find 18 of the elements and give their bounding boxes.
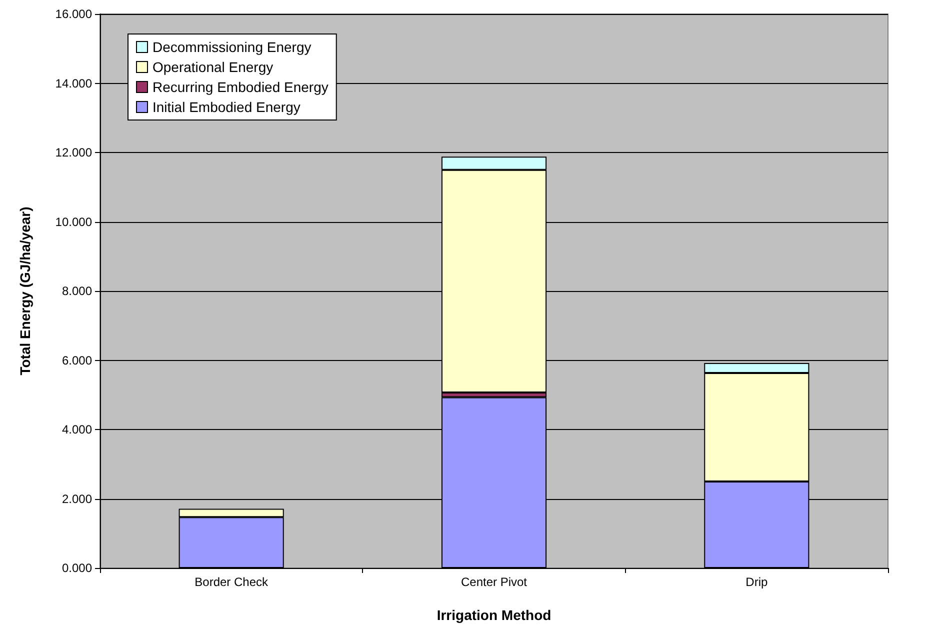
x-tick-label: Drip (746, 575, 768, 589)
y-tick-label: 14.000 (55, 76, 92, 90)
legend-label: Decommissioning Energy (152, 39, 312, 55)
y-tick-label: 2.000 (62, 492, 92, 506)
y-tick-label: 6.000 (62, 353, 92, 368)
x-tick-label: Border Check (194, 575, 270, 589)
x-axis-title: Irrigation Method (436, 607, 552, 623)
y-axis-title: Total Energy (GJ/ha/year) (17, 206, 33, 376)
legend-label: Initial Embodied Energy (152, 99, 300, 115)
legend-label: Recurring Embodied Energy (152, 79, 328, 95)
y-tick-label: 0.000 (62, 561, 92, 575)
x-tick-label: Center Pivot (460, 575, 528, 589)
y-tick-label: 8.000 (62, 284, 92, 298)
legend-label: Operational Energy (152, 59, 274, 75)
y-tick-label: 4.000 (62, 422, 92, 436)
y-tick-label: 12.000 (55, 146, 92, 160)
y-tick-label: 10.000 (55, 214, 92, 229)
y-tick-label: 16.000 (55, 7, 92, 21)
